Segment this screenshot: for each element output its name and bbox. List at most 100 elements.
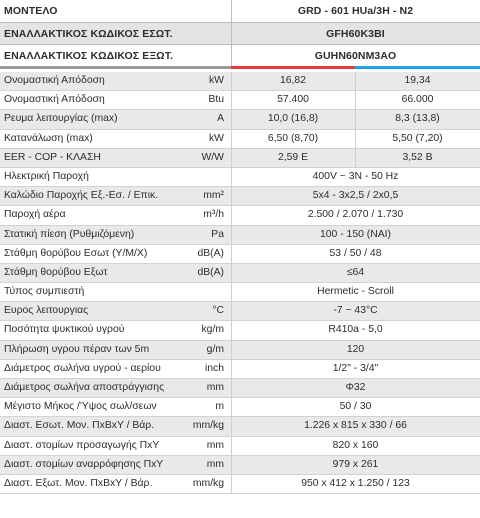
accent-bar-heating [355,66,480,69]
spec-unit: kW [208,75,224,86]
spec-label: Διαστ. Εξωτ. Μον. ΠxΒxΥ / Βάρ. [4,477,153,489]
spec-value: -7 ~ 43°C [333,305,378,317]
spec-value: 1.226 x 815 x 330 / 66 [304,420,407,432]
spec-value: 979 x 261 [332,458,379,470]
column-divider [231,129,232,149]
column-divider [231,474,232,495]
indoor-code-value: GFH60K3BI [326,27,385,40]
spec-unit: dB(A) [197,266,224,278]
model-value: GRD - 601 HUa/3H - N2 [297,5,414,17]
column-divider [231,436,232,456]
spec-value: 400V ~ 3N - 50 Hz [312,170,399,182]
spec-value-cooling: 2,59 E [277,151,309,163]
spec-value: 2.500 / 2.070 / 1.730 [307,209,404,221]
spec-unit: °C [212,305,224,317]
column-divider [231,148,232,168]
spec-value: 820 x 160 [332,439,379,451]
spec-row: Ονομαστική Απόδοση Btu 57.400 66.000 [0,91,480,111]
spec-row: Κατανάλωση (max) kW 6,50 (8,70) 5,50 (7,20) [0,129,480,149]
spec-value-cooling: 16,82 [279,75,306,86]
spec-unit: Pa [211,228,224,240]
spec-unit: A [217,113,224,125]
spec-row: Διάμετρος σωλήνα υγρού - αερίου inch 1/2" … [0,359,480,379]
indoor-code-row: ΕΝΑΛΛΑΚΤΙΚΟΣ ΚΩΔΙΚΟΣ ΕΣΩΤ. GFH60K3BI [0,23,480,44]
column-divider [231,244,232,264]
header-divider [0,22,480,23]
outdoor-code-label: ΕΝΑΛΛΑΚΤΙΚΟΣ ΚΩΔΙΚΟΣ ΕΞΩΤ. [4,49,174,62]
spec-value: 50 / 30 [339,401,372,413]
spec-row: Διάμετρος σωλήνα αποστράγγισης mm Φ32 [0,379,480,399]
spec-unit: m³/h [203,209,224,221]
spec-label: Διαστ. στομίων προσαγωγής ΠxΥ [4,439,160,451]
spec-label: Παροχή αέρα [4,209,66,221]
spec-value-heating: 19,34 [404,75,431,86]
spec-value: Φ32 [345,382,366,393]
accent-bar-cooling [231,66,355,69]
spec-label: Κατανάλωση (max) [4,132,93,144]
column-divider [231,167,232,188]
spec-label: Καλώδιο Παροχής Εξ.-Εσ. / Επικ. [4,190,159,202]
spec-value: R410a - 5,0 [328,324,383,336]
spec-label: Στάθμη θορύβου Εξωτ [4,266,108,278]
column-divider [355,129,356,149]
model-row: ΜΟΝΤΕΛΟ GRD - 601 HUa/3H - N2 [0,0,480,22]
spec-unit: g/m [206,343,224,355]
spec-row: Στάθμη θορύβου Εσωτ (Υ/Μ/Χ) dB(A) 53 / 50 … [0,244,480,264]
spec-value-heating: 3,52 B [402,151,433,163]
spec-row: Ποσότητα ψυκτικού υγρού kg/m R410a - 5,0 [0,321,480,341]
spec-row: EER - COP - ΚΛΑΣΗ W/W 2,59 E 3,52 B [0,148,480,168]
spec-value-cooling: 10,0 (16,8) [267,113,319,125]
spec-label: Ρευμα λειτουργίας (max) [4,113,118,125]
column-divider [355,72,356,92]
spec-label: Στατική πίεση (Ρυθμιζόμενη) [4,228,135,240]
spec-label: Ονομαστική Απόδοση [4,75,105,86]
column-divider [231,340,232,360]
outdoor-code-row: ΕΝΑΛΛΑΚΤΙΚΟΣ ΚΩΔΙΚΟΣ ΕΞΩΤ. GUHN60NM3AO [0,45,480,66]
spec-unit: mm² [203,190,224,202]
spec-row: Διαστ. στομίων προσαγωγής ΠxΥ mm 820 x 160 [0,436,480,456]
column-divider [231,455,232,475]
spec-row: Καλώδιο Παροχής Εξ.-Εσ. / Επικ. mm² 5x4 - … [0,187,480,207]
column-divider [231,379,232,399]
column-divider [355,110,356,130]
spec-value-heating: 5,50 (7,20) [392,132,443,144]
spec-unit: kW [208,132,224,144]
spec-label: Ευρος λειτουργιας [4,305,89,317]
spec-label: Διάμετρος σωλήνα υγρού - αερίου [4,362,161,374]
model-label: ΜΟΝΤΕΛΟ [4,5,58,17]
spec-unit: dB(A) [197,247,224,259]
spec-value: Hermetic - Scroll [317,286,394,298]
spec-value-cooling: 6,50 (8,70) [267,132,319,144]
column-divider [231,225,232,245]
column-divider [231,72,232,92]
spec-label: Μέγιστο Μήκος /Ύψος σωλ/σεων [4,401,157,413]
column-divider [231,283,232,303]
spec-value: 950 x 412 x 1.250 / 123 [301,477,410,489]
spec-row: Ευρος λειτουργιας °C -7 ~ 43°C [0,302,480,322]
spec-row: Ρευμα λειτουργίας (max) A 10,0 (16,8) 8,3 (… [0,110,480,130]
column-divider [231,417,232,437]
spec-value: 100 - 150 (ΝΑΙ) [319,228,392,240]
spec-label: Ονομαστική Απόδοση [4,94,105,106]
spec-value: 120 [346,343,365,355]
column-divider [231,359,232,379]
spec-row: Διαστ. Εσωτ. Μον. ΠxΒxΥ / Βάρ. mm/kg 1.226… [0,417,480,437]
accent-bar-grey [0,66,231,69]
spec-unit: W/W [201,151,224,163]
column-divider [231,187,232,207]
spec-table: Ονομαστική Απόδοση kW 16,82 19,34 Ονομαστική… [0,72,480,495]
spec-row: Στατική πίεση (Ρυθμιζόμενη) Pa 100 - 150 (… [0,225,480,245]
column-divider [231,206,232,226]
spec-unit: mm [206,382,224,393]
spec-row: Πλήρωση υγρου πέραν των 5m g/m 120 [0,340,480,360]
spec-label: Διαστ. στομίων αναρρόφησης ΠxΥ [4,458,164,470]
spec-value: 53 / 50 / 48 [329,247,382,259]
spec-unit: kg/m [201,324,224,336]
column-divider [231,302,232,322]
header-divider [0,44,480,45]
spec-unit: m [215,401,224,413]
spec-unit: mm [206,439,224,451]
spec-row: Στάθμη θορύβου Εξωτ dB(A) ≤64 [0,263,480,284]
spec-unit: mm/kg [192,420,224,432]
